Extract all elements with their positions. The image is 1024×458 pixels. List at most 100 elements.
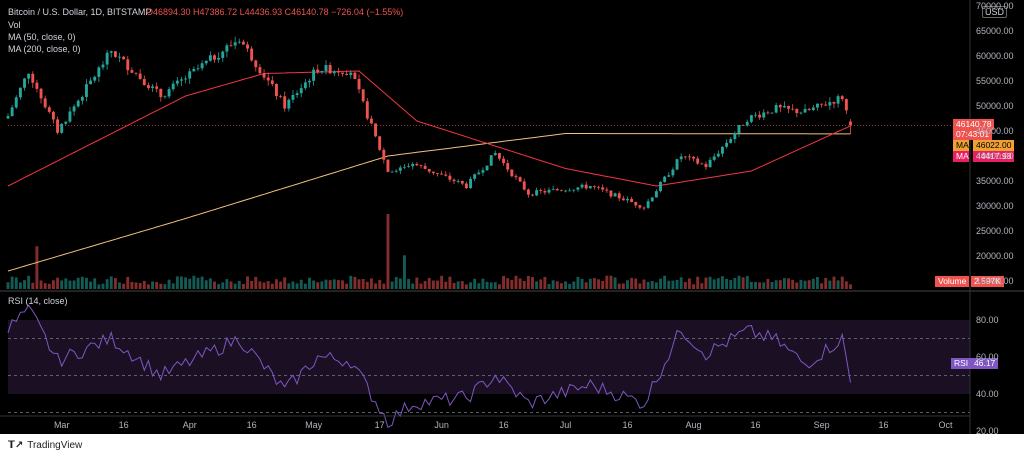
candle-body bbox=[258, 67, 262, 74]
volume-bar bbox=[221, 282, 225, 289]
time-tick-label: 17 bbox=[374, 420, 385, 430]
volume-bar bbox=[403, 255, 406, 289]
candle-body bbox=[303, 82, 307, 89]
volume-bar bbox=[576, 276, 580, 289]
candle-body bbox=[283, 96, 287, 109]
brand-name[interactable]: TradingView bbox=[27, 440, 83, 451]
symbol-title[interactable]: Bitcoin / U.S. Dollar, 1D, BITSTAMP bbox=[8, 7, 152, 17]
price-tick-label: 30000.00 bbox=[976, 201, 1014, 211]
candle-body bbox=[386, 159, 390, 172]
volume-bar bbox=[382, 283, 386, 289]
candle-body bbox=[807, 109, 811, 111]
ma50-legend[interactable]: MA (50, close, 0) bbox=[8, 32, 76, 42]
time-tick-label: 16 bbox=[246, 420, 257, 430]
time-tick-label: Jul bbox=[559, 420, 572, 430]
volume-bar bbox=[312, 280, 316, 289]
candle-body bbox=[539, 190, 543, 191]
currency-button[interactable]: USD bbox=[982, 6, 1008, 18]
candle-body bbox=[762, 112, 766, 118]
candle-body bbox=[551, 189, 555, 190]
candle-body bbox=[126, 59, 130, 71]
volume-bar bbox=[151, 281, 154, 289]
volume-bar bbox=[407, 278, 411, 289]
volume-bar bbox=[341, 280, 344, 289]
volume-bar bbox=[6, 282, 10, 289]
volume-bar bbox=[196, 277, 200, 289]
candle-body bbox=[675, 159, 679, 170]
candle-body bbox=[700, 163, 704, 165]
vol-legend[interactable]: Vol bbox=[8, 20, 21, 30]
volume-bar bbox=[35, 246, 39, 289]
volume-bar bbox=[712, 279, 716, 289]
volume-bar bbox=[518, 278, 522, 289]
time-tick-label: 16 bbox=[118, 420, 129, 430]
volume-bar bbox=[836, 280, 840, 289]
time-tick-label: 16 bbox=[622, 420, 633, 430]
volume-bar bbox=[630, 277, 634, 289]
volume-bar bbox=[559, 283, 563, 289]
volume-bar bbox=[617, 283, 621, 289]
candle-body bbox=[464, 183, 468, 189]
candle-body bbox=[774, 105, 778, 113]
volume-bar bbox=[787, 278, 790, 289]
candle-body bbox=[295, 93, 299, 95]
time-tick-label: 16 bbox=[750, 420, 761, 430]
volume-bar bbox=[844, 281, 848, 289]
candle-body bbox=[419, 165, 423, 167]
candle-body bbox=[741, 125, 745, 126]
volume-bar bbox=[605, 275, 609, 289]
candle-body bbox=[502, 158, 506, 164]
candle-body bbox=[171, 83, 175, 90]
candle-body bbox=[138, 73, 142, 79]
volume-bar bbox=[64, 278, 68, 289]
volume-bar bbox=[547, 284, 551, 289]
volume-bar bbox=[749, 281, 753, 289]
volume-bar bbox=[345, 283, 349, 289]
candle-body bbox=[729, 139, 733, 143]
volume-bar bbox=[803, 280, 807, 289]
candle-body bbox=[10, 107, 14, 117]
volume-bar bbox=[551, 280, 555, 289]
candle-body bbox=[109, 51, 113, 53]
candle-body bbox=[518, 177, 522, 182]
volume-bar bbox=[336, 280, 340, 289]
last-price-badge: 46140.78 bbox=[953, 119, 995, 130]
volume-bar bbox=[274, 279, 278, 289]
candle-body bbox=[122, 56, 126, 60]
price-tick-label: 25000.00 bbox=[976, 226, 1014, 236]
candle-body bbox=[241, 41, 245, 45]
candle-body bbox=[208, 55, 212, 61]
volume-bar bbox=[687, 278, 691, 289]
time-tick-label: Jun bbox=[434, 420, 449, 430]
rsi-tick-label: 20.00 bbox=[976, 426, 999, 436]
candle-body bbox=[770, 112, 774, 114]
rsi-tick-label: 80.00 bbox=[976, 315, 999, 325]
candle-body bbox=[754, 114, 757, 116]
candle-body bbox=[791, 108, 795, 110]
candle-body bbox=[6, 116, 10, 119]
candle-body bbox=[456, 180, 460, 182]
volume-bar bbox=[105, 279, 109, 289]
candle-body bbox=[493, 153, 497, 156]
volume-bar bbox=[27, 275, 31, 289]
candle-body bbox=[51, 111, 55, 120]
candle-body bbox=[299, 88, 303, 94]
candle-body bbox=[229, 45, 233, 47]
volume-bar bbox=[539, 279, 543, 289]
volume-bar bbox=[477, 283, 481, 289]
volume-bar bbox=[514, 275, 518, 289]
volume-bar bbox=[588, 278, 592, 289]
tradingview-logo-icon[interactable]: 𝗧↗ bbox=[8, 440, 24, 451]
rsi-legend[interactable]: RSI (14, close) bbox=[8, 296, 68, 306]
volume-bar bbox=[638, 283, 642, 289]
volume-bar bbox=[473, 278, 477, 289]
volume-bar bbox=[43, 283, 47, 289]
candle-body bbox=[423, 165, 427, 169]
ma200-legend[interactable]: MA (200, close, 0) bbox=[8, 44, 81, 54]
volume-bar bbox=[679, 277, 683, 289]
volume-bar bbox=[93, 278, 97, 289]
ma200-value-badge: 44417.98 bbox=[973, 151, 1015, 162]
volume-bar bbox=[113, 278, 117, 289]
